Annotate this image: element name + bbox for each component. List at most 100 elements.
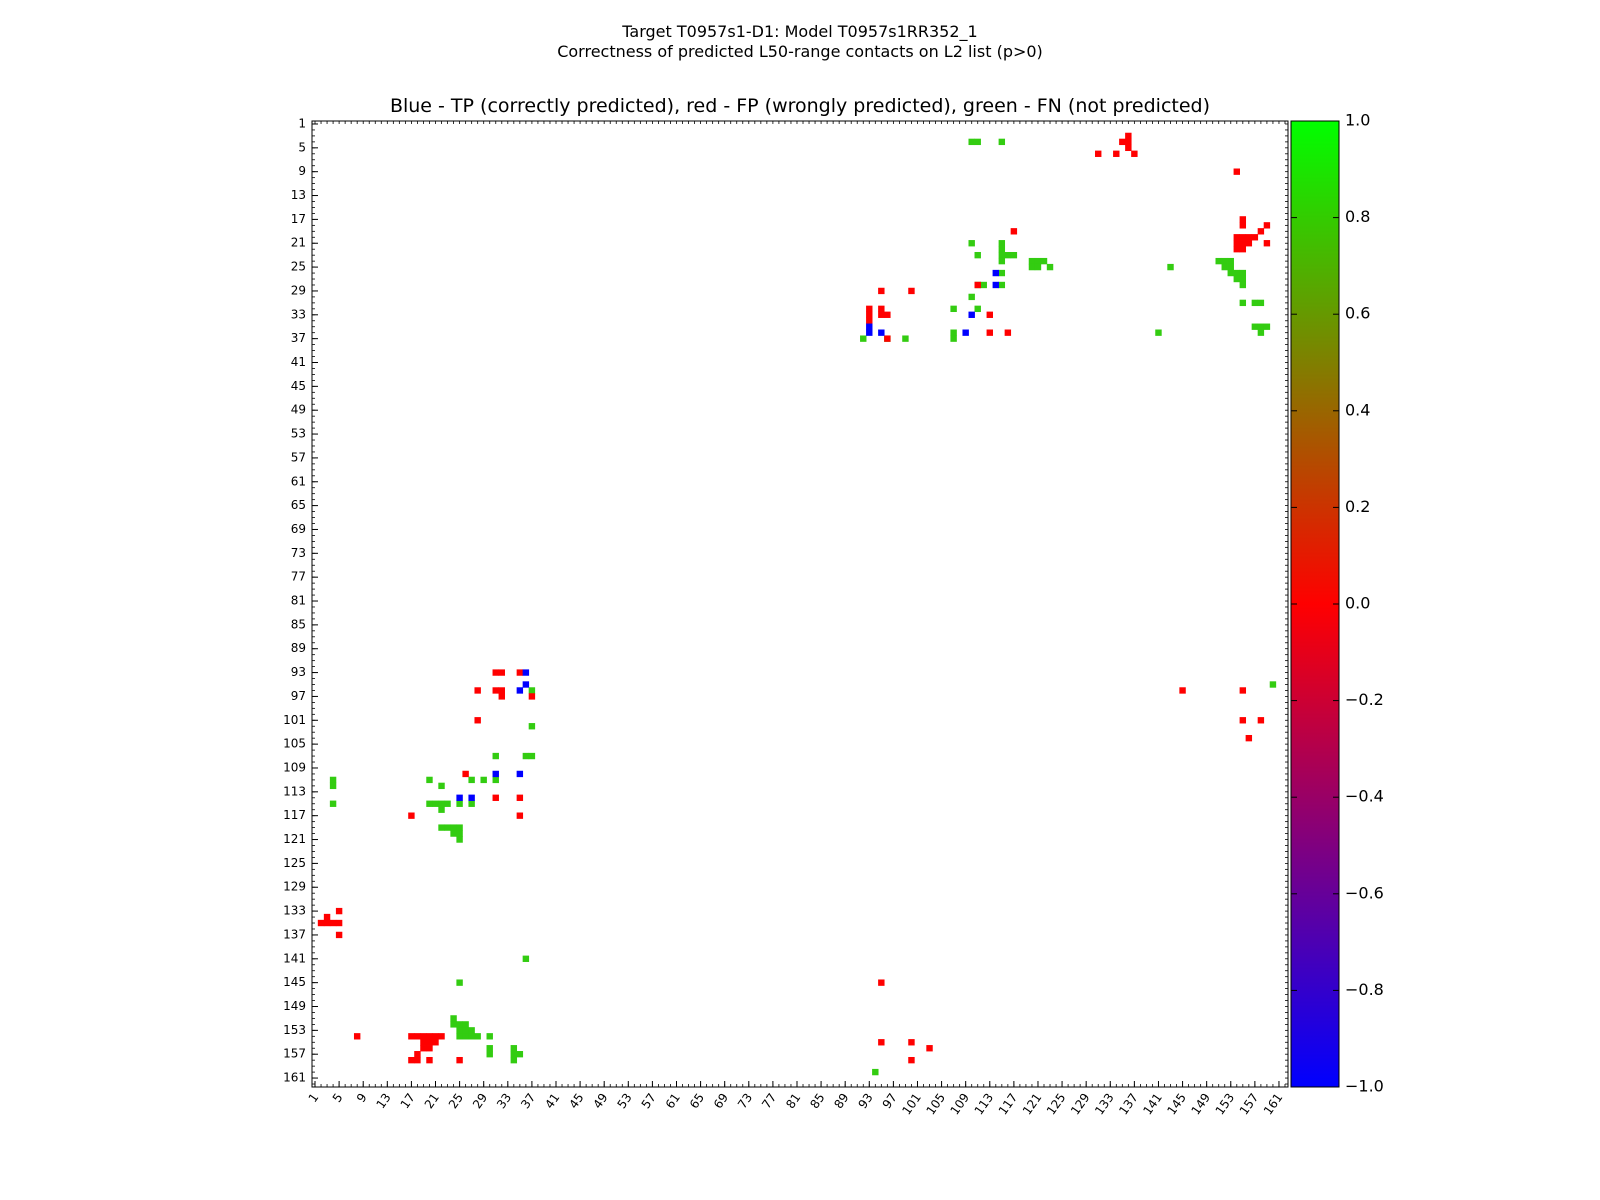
contact-cell-fn (1221, 257, 1228, 265)
contact-cell-fn (528, 752, 536, 760)
contact-cell-fn (456, 1021, 463, 1028)
colorbar-tick-label: −1.0 (1345, 1077, 1384, 1096)
x-tick-label: 89 (831, 1091, 851, 1112)
contact-cell-fn (974, 251, 981, 259)
contact-cell-fp (317, 919, 325, 927)
colorbar-gradient (1290, 120, 1340, 1088)
y-tick-label: 9 (298, 164, 306, 178)
contact-cell-fn (468, 1033, 475, 1040)
x-axis: 1 5 9 13 17 21 25 29 33 37 41 45 49 53 57 61 65 69 73 77 81 8… (306, 1081, 1285, 1118)
colorbar-tick-label: −0.4 (1345, 787, 1384, 806)
contact-cell-fn (510, 1045, 518, 1052)
contact-cell-fp (420, 1033, 427, 1040)
contact-cell-fn (456, 1033, 463, 1040)
contact-cell-fn (974, 305, 981, 313)
contact-cell-tp (878, 329, 885, 336)
contact-cell-fp (492, 794, 499, 801)
y-tick-label: 117 (283, 808, 306, 822)
contact-cell-fp (1233, 168, 1240, 175)
contact-cell-fn (1269, 681, 1277, 688)
colorbar-tick-label: 0.6 (1345, 304, 1370, 323)
contact-cell-fn (1034, 257, 1042, 265)
contact-cell-fp (516, 669, 524, 676)
contact-cell-fn (872, 1068, 879, 1076)
contact-cell-fp (1257, 228, 1265, 235)
contact-cell-fp (1239, 216, 1247, 223)
contact-cell-fp (908, 1056, 915, 1064)
y-tick-label: 109 (283, 760, 306, 774)
contact-cell-fp (1239, 687, 1247, 694)
y-tick-label: 41 (291, 355, 306, 369)
y-tick-label: 141 (283, 951, 306, 965)
contact-cell-fn (456, 979, 463, 986)
contact-cell-fn (980, 281, 987, 289)
y-tick-label: 29 (291, 283, 306, 297)
contact-cell-fn (950, 305, 957, 313)
contact-cell-fp (516, 812, 524, 819)
plot-title: Blue - TP (correctly predicted), red - F… (389, 95, 1211, 117)
contact-cell-fn (1227, 269, 1234, 277)
contact-cell-fp (420, 1039, 427, 1046)
x-tick-label: 141 (1140, 1091, 1165, 1118)
contact-cell-fp (1257, 717, 1265, 724)
y-tick-label: 25 (291, 260, 306, 274)
y-tick-label: 125 (283, 856, 306, 870)
contact-cell-tp (522, 681, 530, 688)
contact-cell-fp (323, 913, 331, 921)
colorbar-tick-label: 0.0 (1345, 594, 1370, 613)
contact-cell-fn (968, 240, 975, 247)
y-tick-label: 153 (283, 1023, 306, 1037)
contact-cell-fp (414, 1033, 421, 1040)
contact-cell-fp (528, 693, 536, 700)
contact-cell-fp (908, 1039, 915, 1046)
contact-cell-fp (878, 1039, 885, 1046)
y-tick-label: 69 (291, 522, 306, 536)
contact-cell-fn (329, 776, 337, 784)
contact-cell-fp (414, 1051, 421, 1058)
contact-cell-fn (902, 335, 909, 342)
y-tick-label: 89 (291, 641, 306, 655)
contact-cell-fn (1257, 329, 1265, 336)
contact-cell-fn (1028, 263, 1036, 271)
contact-cell-fn (329, 800, 337, 807)
x-tick-label: 129 (1068, 1091, 1093, 1118)
contact-cell-fp (426, 1033, 433, 1040)
contact-cell-fn (998, 138, 1006, 146)
colorbar-tick-label: 1.0 (1345, 111, 1370, 130)
contact-cell-fn (528, 687, 536, 694)
y-tick-label: 137 (283, 927, 306, 941)
contact-cell-fp (1233, 240, 1240, 247)
contact-cell-fn (522, 955, 530, 962)
contact-cell-fn (438, 782, 445, 790)
y-tick-label: 85 (291, 617, 306, 631)
colorbar-tick-label: −0.6 (1345, 883, 1384, 902)
contact-cell-tp (992, 281, 1000, 289)
x-tick-label: 137 (1116, 1091, 1141, 1118)
contact-cell-fp (408, 1056, 415, 1064)
contact-cell-fn (998, 281, 1006, 289)
x-tick-label: 133 (1092, 1091, 1117, 1118)
contact-cell-tp (492, 770, 499, 778)
contact-cell-fp (1245, 234, 1253, 241)
contact-cell-fp (498, 669, 505, 676)
y-axis: 1 5 9 13 17 21 25 29 33 37 41 45 49 53 57 61 65 69 73 77 81 8… (283, 116, 318, 1085)
contact-cell-fn (1034, 263, 1042, 271)
plot-frame (311, 120, 1289, 1088)
contact-cell-fn (444, 824, 451, 831)
contact-cell-fp (426, 1045, 433, 1052)
y-tick-label: 57 (291, 450, 306, 464)
y-tick-label: 65 (291, 498, 306, 512)
contact-cell-fn (1028, 257, 1036, 265)
y-tick-label: 145 (283, 975, 306, 989)
contact-cell-fn (1233, 275, 1240, 283)
contact-cell-tp (992, 269, 1000, 277)
contact-cell-fp (1125, 132, 1132, 140)
contact-cell-fp (1251, 234, 1259, 241)
x-tick-label: 65 (687, 1091, 707, 1112)
x-tick-label: 85 (807, 1091, 827, 1112)
contact-cell-fn (522, 752, 530, 760)
colorbar-tick-label: −0.8 (1345, 980, 1384, 999)
x-tick-label: 49 (590, 1091, 610, 1112)
contact-cell-fn (1263, 323, 1271, 330)
contact-cell-fn (486, 1033, 493, 1040)
